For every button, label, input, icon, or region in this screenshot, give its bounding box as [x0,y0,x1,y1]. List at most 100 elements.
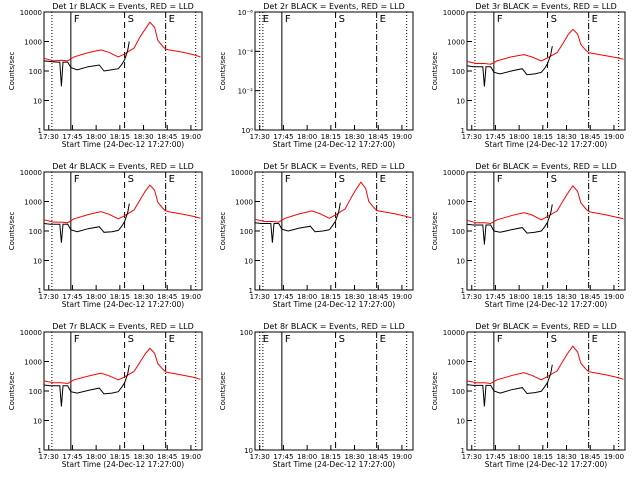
time-marker-label: S [551,334,557,345]
events-series-line [466,364,553,407]
chart-panel: Det 4r BLACK = Events, RED = LLD 1 10 100 10… [8,162,203,309]
x-tick-label: 17:45 [485,453,505,461]
x-tick-label: 17:45 [273,133,293,141]
x-tick-label: 17:30 [462,293,482,301]
y-tick-label: 100 [29,388,42,396]
y-tick-label: 10⁰ [241,127,253,135]
x-tick-label: 18:30 [556,133,576,141]
x-tick-label: 18:30 [344,293,364,301]
plot-frame [466,171,626,291]
y-tick-label: 10000 [20,169,42,177]
chart-title: Det 9r BLACK = Events, RED = LLD [475,322,617,331]
x-axis-title: Start Time (24-Dec-12 17:27:00) [485,140,607,149]
y-tick-label: 10 [456,258,465,266]
time-marker-label: F [74,334,80,345]
x-tick-label: 17:45 [62,133,82,141]
y-tick-label: 10 [244,258,253,266]
lld-series-line [466,345,624,385]
x-tick-label: 17:45 [62,453,82,461]
chart-title: Det 1r BLACK = Events, RED = LLD [52,2,194,11]
time-marker-label: F [74,174,80,185]
time-marker-label: E [380,334,386,345]
time-marker-label: E [592,174,598,185]
y-tick-label: 1000 [24,359,42,367]
chart-panel: Det 3r BLACK = Events, RED = LLD 1 10 100 10… [431,2,626,149]
y-axis-title: Counts/sec [8,212,16,251]
events-series-line [466,204,553,245]
x-tick-label: 18:00 [509,133,529,141]
x-tick-label: 17:30 [250,133,270,141]
x-tick-label: 18:45 [368,133,388,141]
x-tick-label: 18:00 [509,293,529,301]
x-tick-label: 18:30 [344,133,364,141]
x-tick-label: 17:30 [250,293,270,301]
y-tick-label: 1000 [24,199,42,207]
x-axis-title: Start Time (24-Dec-12 17:27:00) [273,300,395,309]
y-tick-label: 10000 [20,9,42,17]
y-tick-label: 10 [244,447,253,455]
x-tick-label: 18:15 [321,453,341,461]
time-marker-label: S [551,14,557,25]
lld-series-line [43,347,201,385]
time-marker-label: S [339,14,345,25]
x-tick-label: 18:30 [133,453,153,461]
y-tick-label: 100 [240,228,253,236]
x-tick-label: 18:45 [157,293,177,301]
x-tick-label: 18:15 [533,133,553,141]
time-marker-label: F [497,14,503,25]
y-tick-label: 100 [240,329,253,337]
plot-frame [466,331,626,451]
events-series-line [466,46,553,87]
x-tick-label: 18:30 [556,293,576,301]
x-axis-title: Start Time (24-Dec-12 17:27:00) [485,300,607,309]
x-tick-label: 17:45 [273,293,293,301]
time-marker-label: S [128,174,134,185]
y-tick-label: 100 [452,228,465,236]
y-axis-title: Counts/sec [431,212,439,251]
y-axis-title: Counts/sec [431,52,439,91]
x-tick-label: 18:00 [86,293,106,301]
x-tick-label: 18:15 [110,293,130,301]
plot-frame [43,11,203,131]
chart-title: Det 7r BLACK = Events, RED = LLD [52,322,194,331]
x-tick-label: 18:45 [580,293,600,301]
x-tick-label: 17:30 [462,133,482,141]
time-marker-label: E [169,14,175,25]
y-tick-label: 1 [38,447,42,455]
x-axis-title: Start Time (24-Dec-12 17:27:00) [273,140,395,149]
time-marker-label: F [497,334,503,345]
y-tick-label: 10000 [231,169,253,177]
y-tick-label: 1000 [24,39,42,47]
x-tick-label: 18:45 [368,293,388,301]
x-tick-label: 18:00 [86,133,106,141]
x-tick-label: 17:30 [250,453,270,461]
x-tick-label: 19:00 [181,453,201,461]
time-marker-label: E [380,14,386,25]
y-tick-label: 10 [33,258,42,266]
y-axis-title: Counts/sec [219,52,227,91]
events-series-line [43,203,130,243]
plot-frame [254,171,414,291]
x-tick-label: 19:00 [604,453,624,461]
y-tick-label: 10 [456,418,465,426]
x-axis-title: Start Time (24-Dec-12 17:27:00) [273,460,395,469]
x-axis-title: Start Time (24-Dec-12 17:27:00) [62,140,184,149]
x-tick-label: 18:15 [110,453,130,461]
time-marker-label: E [380,174,386,185]
chart-title: Det 5r BLACK = Events, RED = LLD [263,162,405,171]
x-axis-title: Start Time (24-Dec-12 17:27:00) [62,300,184,309]
y-tick-label: 1000 [447,199,465,207]
time-marker-label: F [74,14,80,25]
time-marker-label: E [592,334,598,345]
y-tick-label: 1000 [447,359,465,367]
lld-series-line [43,21,201,62]
x-tick-label: 17:30 [39,293,59,301]
chart-title: Det 4r BLACK = Events, RED = LLD [52,162,194,171]
x-tick-label: 17:45 [485,133,505,141]
x-axis-title: Start Time (24-Dec-12 17:27:00) [62,460,184,469]
x-tick-label: 17:30 [39,133,59,141]
chart-title: Det 8r BLACK = Events, RED = LLD [263,322,405,331]
x-tick-label: 19:00 [392,293,412,301]
y-tick-label: 1 [38,127,42,135]
x-tick-label: 18:30 [133,293,153,301]
